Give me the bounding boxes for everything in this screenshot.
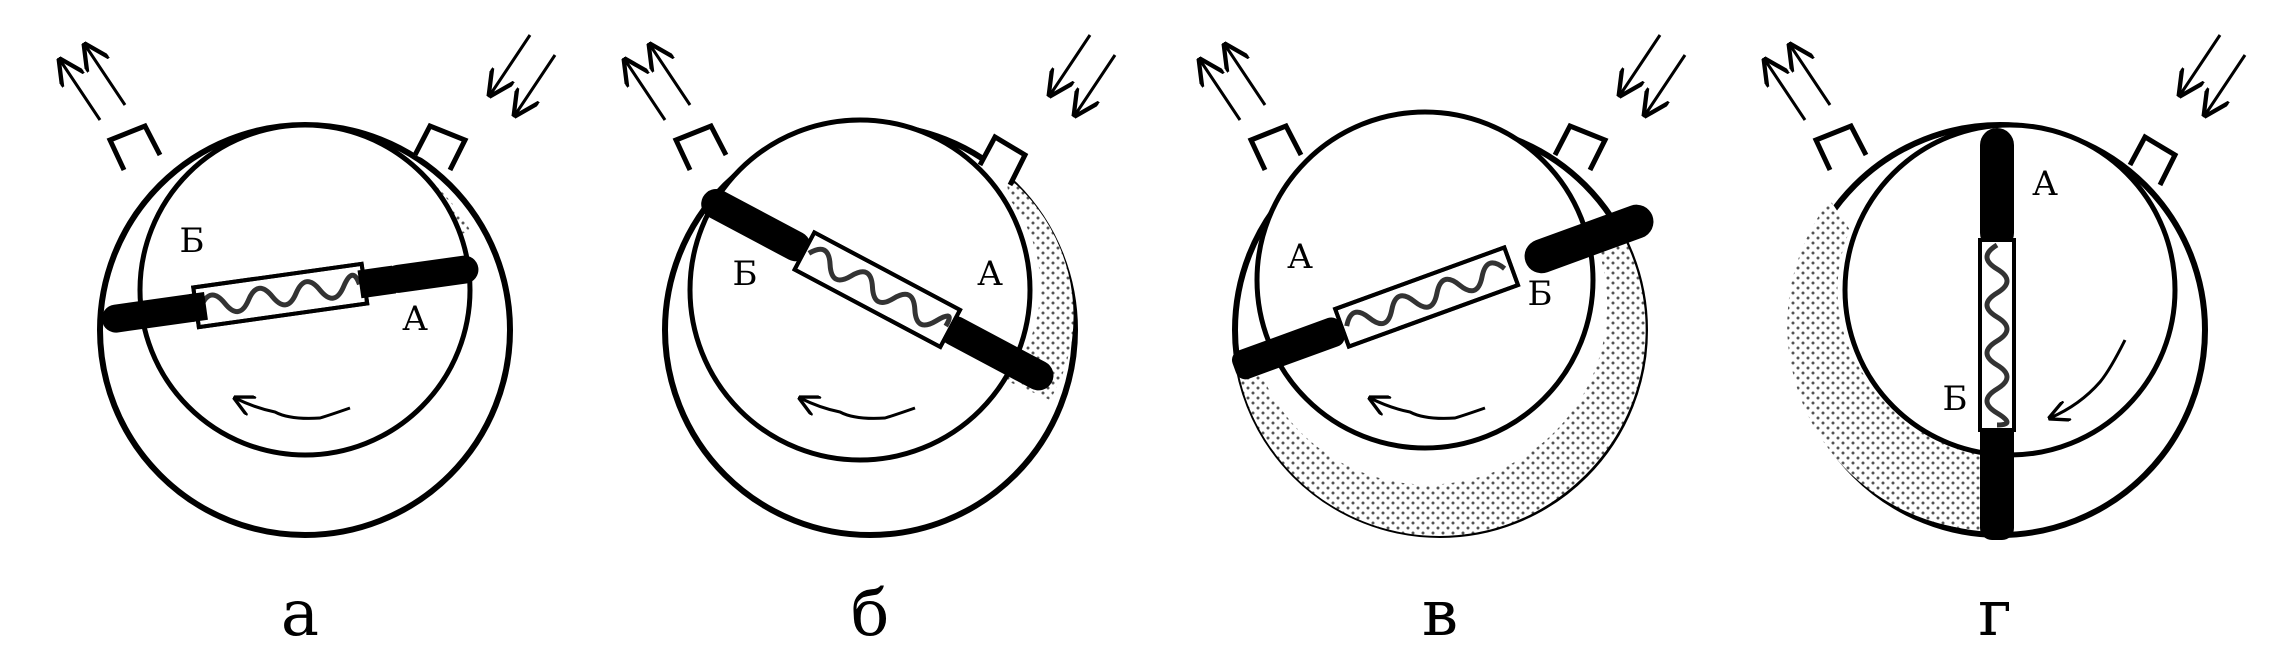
outlet-port xyxy=(412,122,469,172)
rotation-arrow xyxy=(1370,398,1486,420)
label-a: А xyxy=(402,299,428,339)
outlet-port xyxy=(1552,122,1609,172)
spring xyxy=(1984,242,2010,428)
exit-arrows xyxy=(60,45,127,121)
exit-arrows xyxy=(1200,45,1267,121)
outlet-port xyxy=(2127,133,2179,187)
caption-b: б xyxy=(851,577,890,651)
label-a: А xyxy=(977,254,1003,294)
vane xyxy=(101,255,479,333)
exit-arrows xyxy=(1765,45,1832,121)
inlet-port xyxy=(672,122,729,172)
exit-arrows xyxy=(625,45,692,121)
label-a: А xyxy=(1287,237,1313,277)
fluid-region xyxy=(1238,240,1646,536)
spring xyxy=(807,246,952,328)
caption-d: г xyxy=(1978,577,2012,651)
panel-d: А Б г xyxy=(1765,34,2247,651)
vane xyxy=(701,189,1054,391)
caption-c: в xyxy=(1422,577,1458,651)
entry-arrows xyxy=(490,34,557,115)
fluid-region xyxy=(1005,175,1074,400)
panel-a: Б А а xyxy=(60,34,557,651)
inlet-port xyxy=(106,122,163,172)
spring xyxy=(1344,260,1507,327)
panel-b: Б А б xyxy=(625,34,1117,651)
entry-arrows xyxy=(1620,34,1687,115)
entry-arrows xyxy=(1050,34,1117,115)
entry-arrows xyxy=(2180,34,2247,115)
rotation-arrow xyxy=(800,398,916,420)
label-a: А xyxy=(2032,164,2058,204)
rotation-arrow xyxy=(235,398,351,420)
rotation-arrow xyxy=(2050,339,2127,418)
label-b: Б xyxy=(733,254,758,294)
fluid-region xyxy=(1787,200,1985,530)
vane xyxy=(1231,204,1654,380)
vane xyxy=(1978,128,2016,540)
spring xyxy=(198,272,362,315)
outlet-port xyxy=(977,133,1029,187)
inlet-port xyxy=(1812,122,1869,172)
label-b: Б xyxy=(1943,379,1968,419)
caption-a: а xyxy=(281,577,319,651)
panel-c: А Б в xyxy=(1200,34,1687,651)
label-b: Б xyxy=(1528,274,1553,314)
label-b: Б xyxy=(180,221,205,261)
inlet-port xyxy=(1247,122,1304,172)
